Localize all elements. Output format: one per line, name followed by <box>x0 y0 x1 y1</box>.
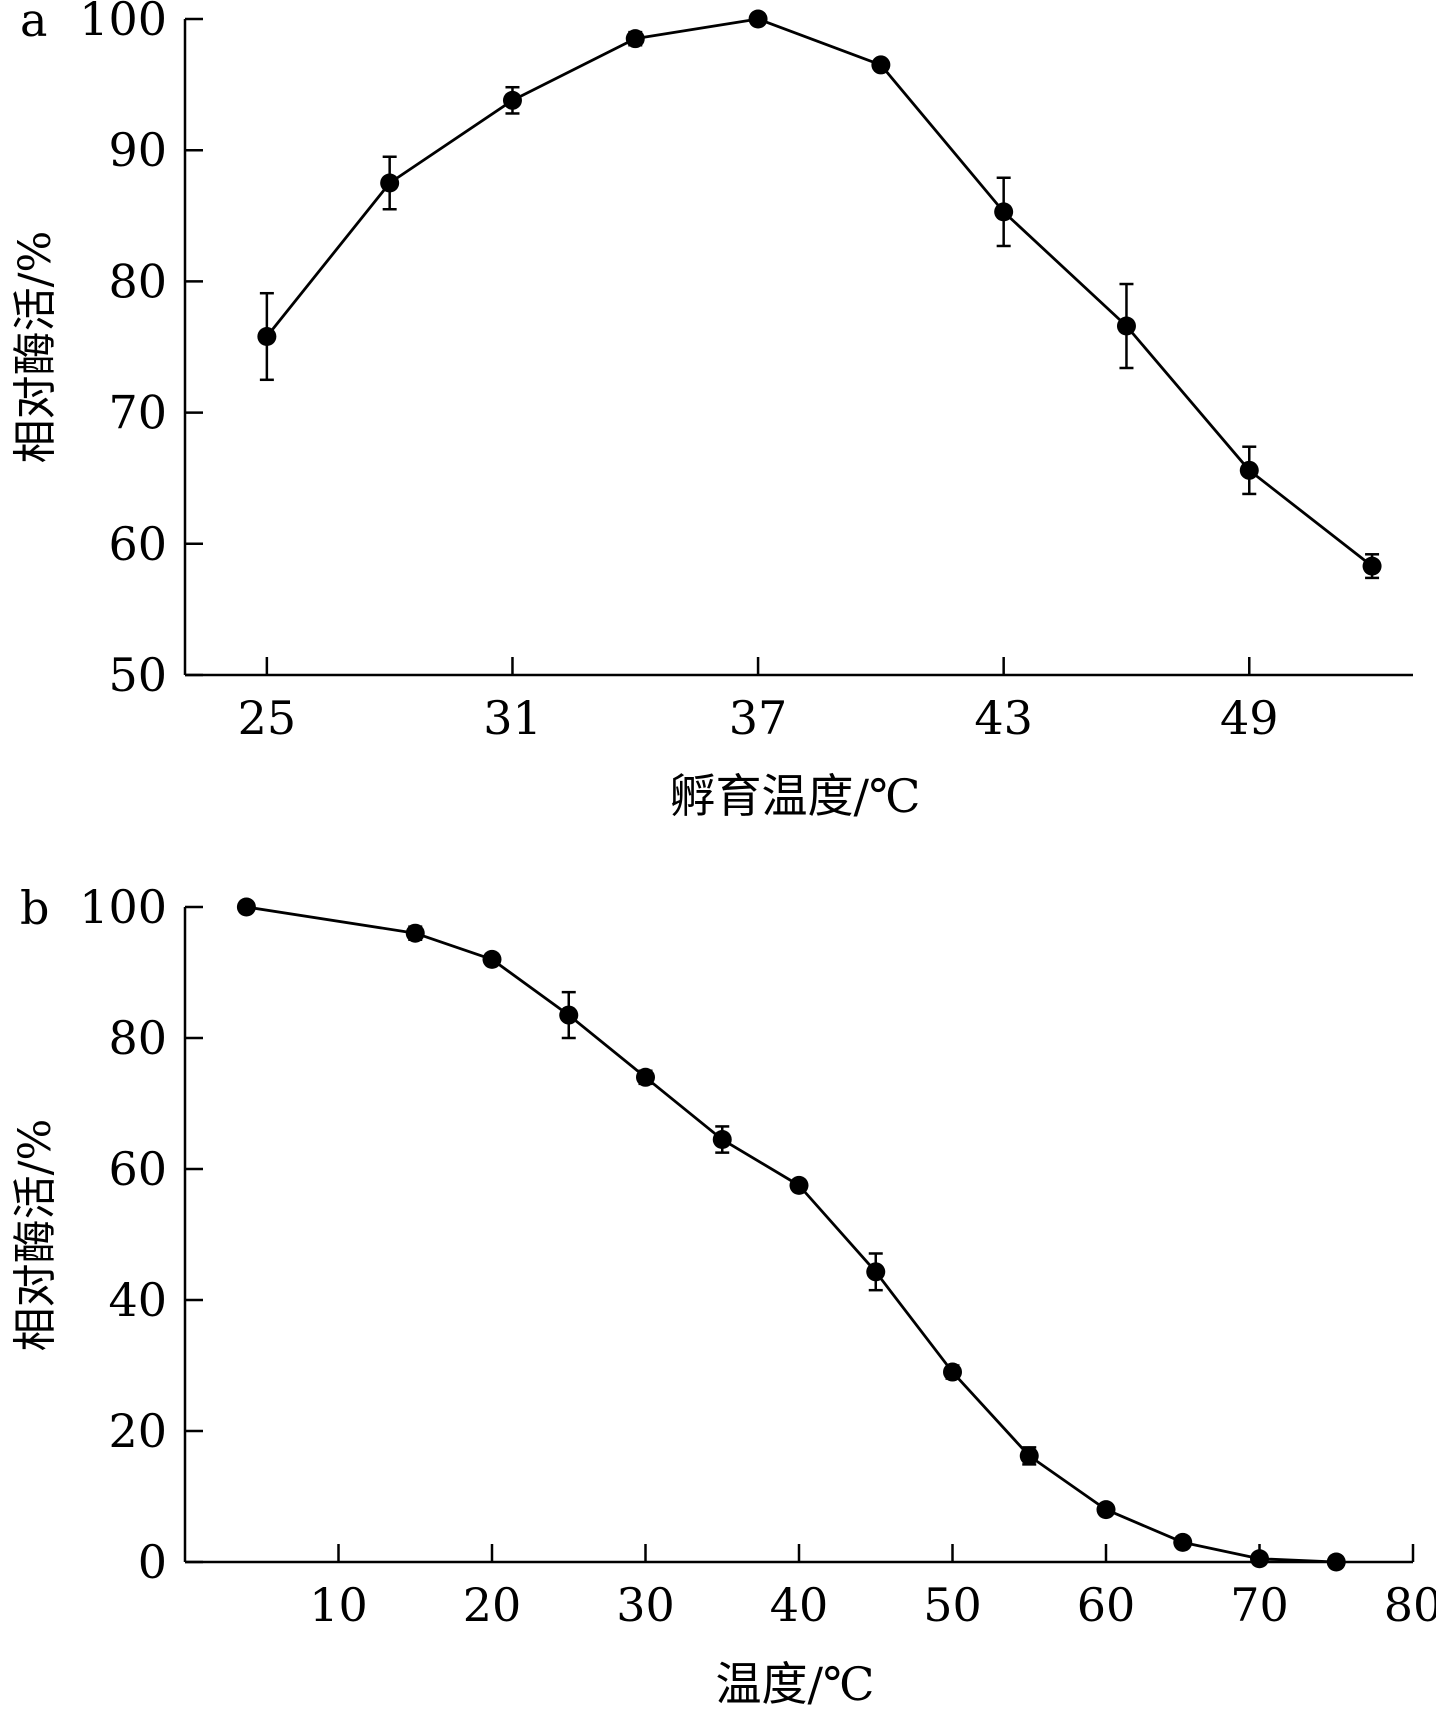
series-line <box>265 17 1373 568</box>
x-axis-title: 孵育温度/℃ <box>670 769 921 823</box>
data-point <box>236 897 256 917</box>
data-point <box>1362 556 1382 576</box>
x-tick-label: 40 <box>770 1578 829 1632</box>
data-point <box>1239 460 1259 480</box>
y-tick-label: 80 <box>108 254 167 308</box>
x-tick-label: 37 <box>729 691 788 745</box>
x-tick-label: 43 <box>974 691 1033 745</box>
y-tick-label: 80 <box>108 1011 167 1065</box>
data-point <box>1326 1552 1346 1572</box>
y-tick-label: 100 <box>79 0 167 46</box>
data-point <box>482 949 502 969</box>
data-point <box>1250 1549 1269 1569</box>
x-tick-label: 49 <box>1220 691 1279 745</box>
x-tick-label: 70 <box>1230 1578 1289 1632</box>
y-tick-label: 70 <box>108 386 167 440</box>
y-axis-title: 相对酶活/% <box>10 1119 61 1352</box>
x-tick-label: 20 <box>463 1578 522 1632</box>
data-point <box>625 29 645 49</box>
data-point <box>559 1005 579 1025</box>
x-axis-title: 温度/℃ <box>716 1657 875 1711</box>
data-point <box>994 202 1014 222</box>
y-axis-title: 相对酶活/% <box>10 231 61 464</box>
data-point <box>1116 316 1136 336</box>
x-tick-label: 25 <box>238 691 297 745</box>
data-point <box>789 1175 809 1195</box>
series-line <box>246 905 1337 1564</box>
y-tick-label: 60 <box>108 517 167 571</box>
x-tick-label: 80 <box>1384 1578 1436 1632</box>
y-tick-label: 90 <box>108 123 167 177</box>
data-point <box>871 55 891 75</box>
data-point <box>866 1262 886 1282</box>
x-tick-label: 60 <box>1077 1578 1136 1632</box>
panel-a: 50 60 70 80 90 100 25 31 37 43 49 a 孵育温度/℃ 相对酶活/% <box>10 0 1413 823</box>
panel-label: b <box>20 881 49 935</box>
data-point <box>748 9 768 29</box>
x-tick-label: 10 <box>309 1578 368 1632</box>
panel-b: 0 20 40 60 80 100 10 20 30 40 50 60 70 80 b 温度/℃ 相对酶活/% <box>10 880 1436 1711</box>
x-tick-label: 30 <box>616 1578 675 1632</box>
y-tick-label: 50 <box>108 648 167 702</box>
data-point <box>405 923 425 943</box>
data-point <box>1096 1500 1116 1520</box>
panel-label: a <box>20 0 47 47</box>
data-point <box>1173 1532 1193 1552</box>
data-point <box>636 1067 655 1087</box>
y-tick-label: 20 <box>108 1404 167 1458</box>
x-tick-label: 31 <box>483 691 542 745</box>
y-tick-label: 40 <box>108 1273 167 1327</box>
data-point <box>502 90 522 110</box>
x-tick-label: 50 <box>923 1578 982 1632</box>
data-point <box>943 1362 962 1382</box>
data-point <box>380 173 400 193</box>
data-point <box>712 1130 732 1150</box>
y-tick-label: 60 <box>108 1142 167 1196</box>
y-tick-label: 100 <box>79 880 167 934</box>
data-point <box>1019 1446 1039 1466</box>
data-point <box>257 327 277 347</box>
y-tick-label: 0 <box>138 1535 167 1589</box>
